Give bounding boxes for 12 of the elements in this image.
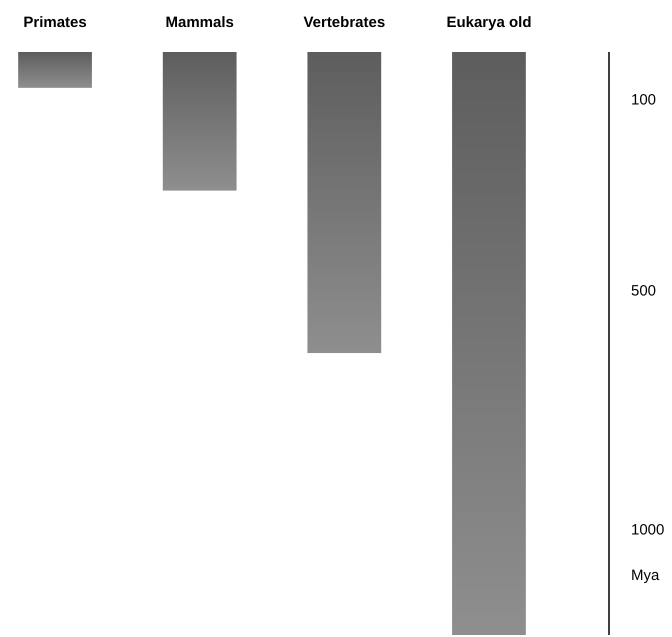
y-tick-label: 500 xyxy=(631,282,656,300)
x-tick-label: Mammals xyxy=(165,14,234,31)
y-axis-title: Mya xyxy=(631,567,660,584)
y-tick-label: 100 xyxy=(631,92,656,109)
bar xyxy=(452,52,526,635)
x-tick-label: Primates xyxy=(23,14,87,31)
bar xyxy=(162,52,237,191)
bar xyxy=(307,52,382,354)
x-tick-label: Vertebrates xyxy=(303,14,386,31)
x-tick-label: Eukarya old xyxy=(446,14,532,31)
y-tick-label: 1000 xyxy=(631,522,664,539)
bar xyxy=(18,52,92,88)
